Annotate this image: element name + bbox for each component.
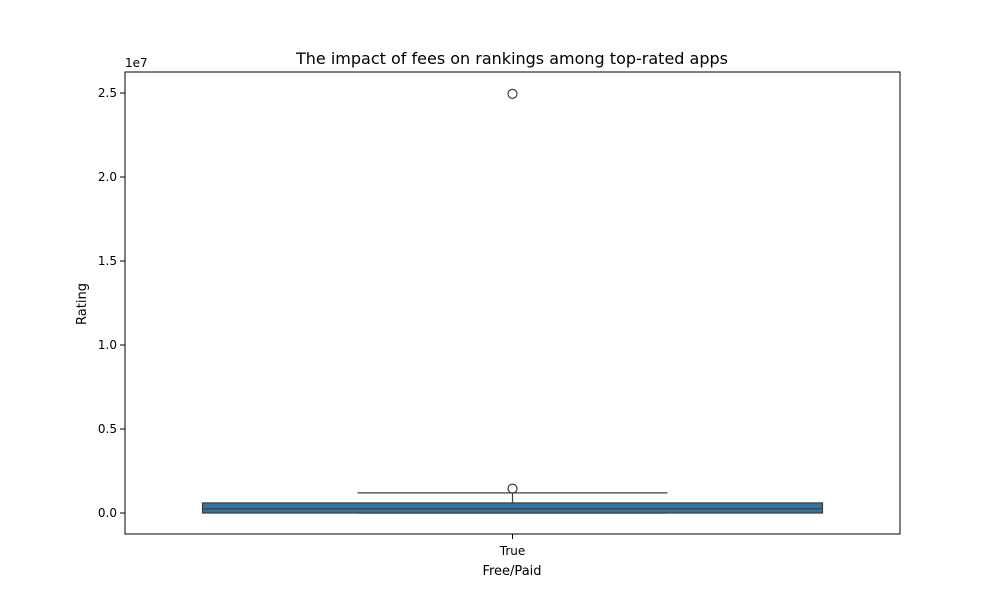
y-tick-label: 2.0 xyxy=(98,170,117,184)
y-axis-label: Rating xyxy=(75,283,90,325)
y-tick-label: 0.5 xyxy=(98,422,117,436)
chart-title: The impact of fees on rankings among top… xyxy=(295,49,728,68)
y-tick-label: 0.0 xyxy=(98,506,117,520)
x-axis-label: Free/Paid xyxy=(482,564,541,579)
y-axis-offset-label: 1e7 xyxy=(125,56,148,70)
plot-frame xyxy=(124,71,901,535)
box-iqr xyxy=(201,502,824,514)
y-tick-label: 1.5 xyxy=(98,254,117,268)
y-tick-label: 2.5 xyxy=(98,86,117,100)
outlier-point xyxy=(507,483,518,494)
x-tick-label: True xyxy=(499,544,526,558)
outlier-point xyxy=(507,88,518,99)
y-tick-label: 1.0 xyxy=(98,338,117,352)
